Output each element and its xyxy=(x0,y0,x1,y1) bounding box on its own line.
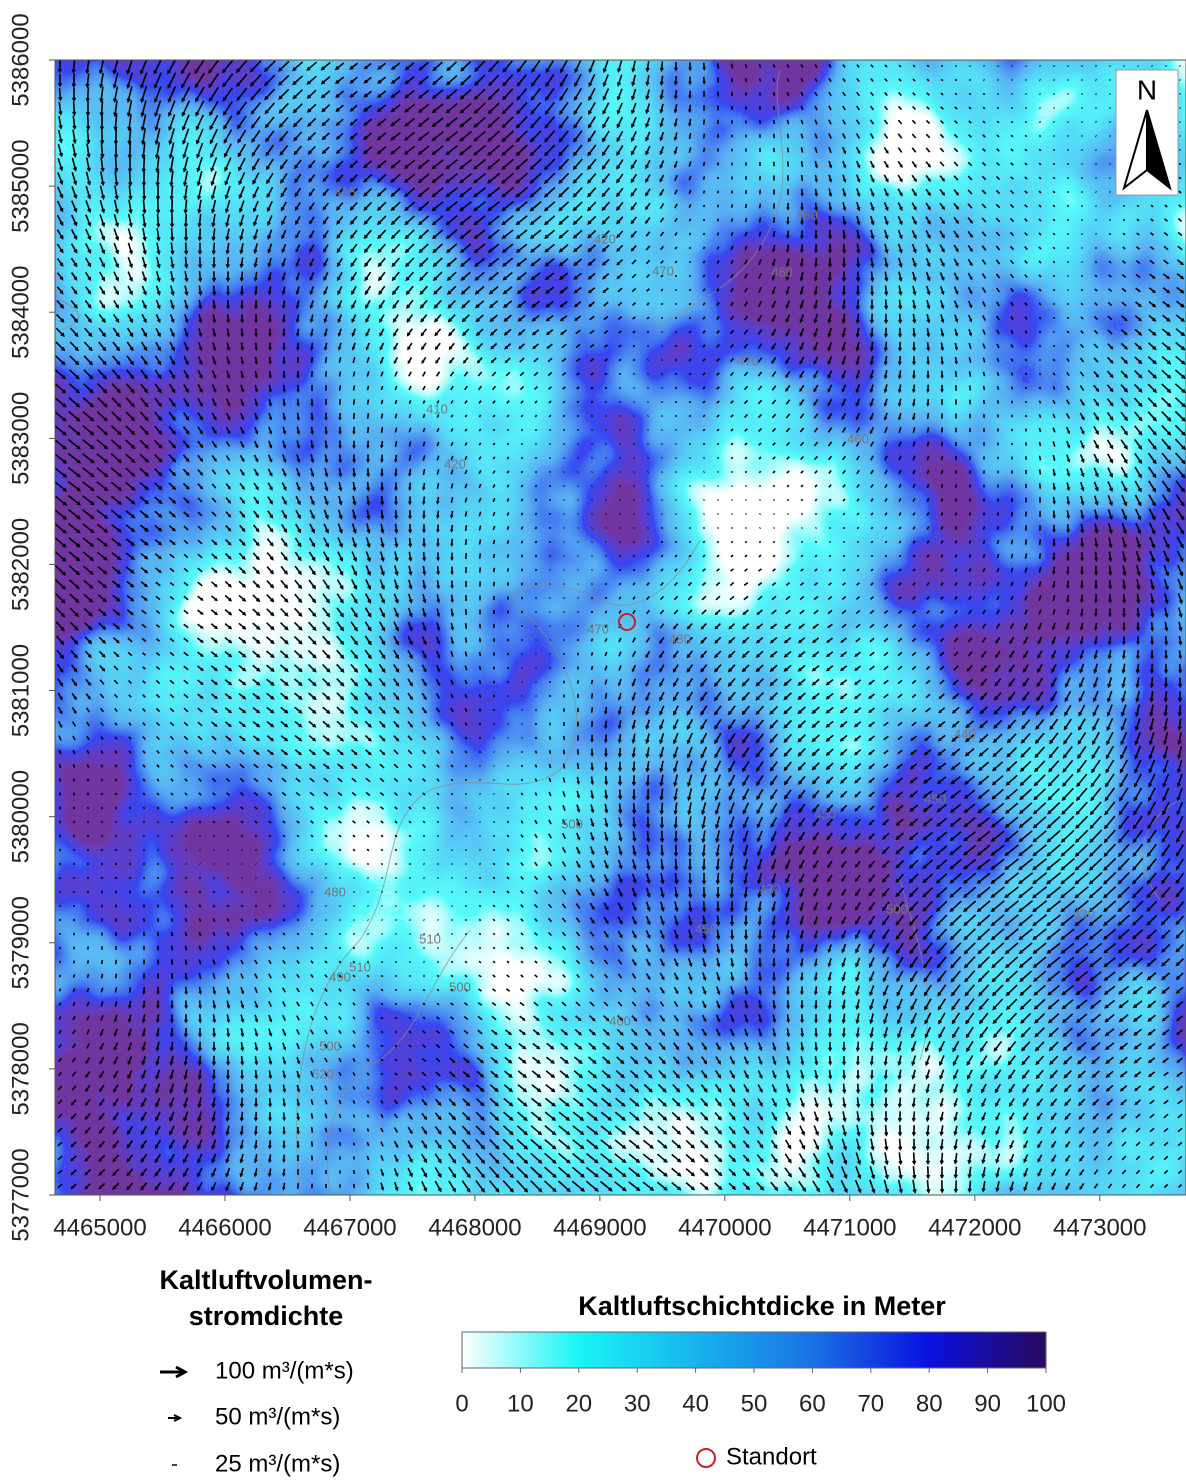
flow-legend-entry: 25 m³/(m*s) xyxy=(215,1450,340,1477)
contour-label: 470 xyxy=(737,353,759,368)
map-area: 415 420 410 420 470 480 480 470 460 470 480 500 480 5… xyxy=(55,60,1186,1195)
contour-label: 480 xyxy=(771,264,793,279)
flow-legend-entry: 100 m³/(m*s) xyxy=(215,1357,354,1384)
contour-label: 440 xyxy=(954,726,976,741)
x-tick-label: 4467000 xyxy=(303,1214,396,1241)
contour-label: 450 xyxy=(695,921,717,936)
colorbar-tick-label: 50 xyxy=(741,1390,768,1417)
y-tick-label: 5380000 xyxy=(7,770,34,863)
y-tick-label: 5379000 xyxy=(7,896,34,989)
colorbar-tick-label: 60 xyxy=(799,1390,826,1417)
flow-legend-title: stromdichte xyxy=(189,1301,344,1331)
site-legend-marker xyxy=(696,1448,716,1468)
site-marker xyxy=(618,613,636,631)
y-tick-label: 5386000 xyxy=(7,13,34,106)
x-tick-label: 4470000 xyxy=(678,1214,771,1241)
contour-label: 420 xyxy=(594,231,616,246)
colorbar-tick-label: 80 xyxy=(916,1390,943,1417)
contour-label: 470 xyxy=(652,263,674,278)
contour-label: 430 xyxy=(1073,906,1095,921)
contour-label: 510 xyxy=(349,959,371,974)
y-tick-label: 5381000 xyxy=(7,644,34,737)
x-tick-label: 4468000 xyxy=(428,1214,521,1241)
north-arrow: N xyxy=(1115,69,1179,196)
contour-label: 480 xyxy=(669,631,691,646)
site-legend-label: Standort xyxy=(726,1443,817,1470)
axes: 4465000 4466000 4467000 4468000 4469000 44700… xyxy=(7,13,1146,1241)
colorbar-tick-label: 0 xyxy=(455,1390,468,1417)
colorbar-tick-label: 90 xyxy=(974,1390,1001,1417)
contour-label: 450 xyxy=(814,806,836,821)
x-tick-label: 4471000 xyxy=(803,1214,896,1241)
y-tick-label: 5382000 xyxy=(7,518,34,611)
colorbar: Kaltluftschichtdicke in Meter 0 10 20 30 40 5… xyxy=(455,1291,1066,1417)
colorbar-ramp xyxy=(461,1331,1047,1369)
map-frame xyxy=(54,59,1186,1196)
x-tick-label: 4469000 xyxy=(553,1214,646,1241)
y-tick-label: 5377000 xyxy=(7,1148,34,1241)
contour-label: 470 xyxy=(587,621,609,636)
north-label: N xyxy=(1137,74,1157,105)
contour-label: 460 xyxy=(847,431,869,446)
contour-label: 500 xyxy=(886,901,908,916)
contour-label: 520 xyxy=(312,1066,334,1081)
contour-label: 510 xyxy=(419,931,441,946)
contour-label: 500 xyxy=(561,816,583,831)
x-tick-label: 4465000 xyxy=(53,1214,146,1241)
y-tick-label: 5384000 xyxy=(7,266,34,359)
colorbar-tick-label: 40 xyxy=(682,1390,709,1417)
colorbar-tick-label: 70 xyxy=(857,1390,884,1417)
contour-label: 415 xyxy=(334,184,356,199)
colorbar-tick-label: 20 xyxy=(565,1390,592,1417)
contour-label: 410 xyxy=(426,401,448,416)
x-tick-label: 4472000 xyxy=(928,1214,1021,1241)
contour-label: 460 xyxy=(609,1013,631,1028)
contour-lines xyxy=(59,69,1181,1195)
colorbar-tick-label: 30 xyxy=(624,1390,651,1417)
y-tick-label: 5378000 xyxy=(7,1022,34,1115)
colorbar-title: Kaltluftschichtdicke in Meter xyxy=(578,1291,946,1321)
flow-arrows xyxy=(55,60,1186,1194)
contour-label: 500 xyxy=(319,1038,341,1053)
contour-label: 420 xyxy=(444,456,466,471)
colorbar-tick-label: 10 xyxy=(507,1390,534,1417)
y-tick-label: 5385000 xyxy=(7,139,34,232)
contour-label: 480 xyxy=(324,884,346,899)
contour-labels: 415 420 410 420 470 480 480 470 460 470 480 500 480 5… xyxy=(312,184,1095,1081)
colorbar-tick-label: 100 xyxy=(1026,1390,1066,1417)
flow-legend-title: Kaltluftvolumen- xyxy=(160,1265,373,1295)
contour-label: 450 xyxy=(924,791,946,806)
north-arrow-right xyxy=(1146,109,1172,191)
flow-legend: Kaltluftvolumen- stromdichte 100 m³/(m*s… xyxy=(160,1265,373,1477)
contour-label: 430 xyxy=(759,881,781,896)
legend-arrow xyxy=(168,1414,183,1422)
x-tick-label: 4466000 xyxy=(178,1214,271,1241)
y-tick-label: 5383000 xyxy=(7,392,34,485)
contour-label: 480 xyxy=(796,207,818,222)
contour-label: 490 xyxy=(329,969,351,984)
contour-label: 500 xyxy=(449,979,471,994)
flow-legend-entry: 50 m³/(m*s) xyxy=(215,1403,340,1430)
x-tick-label: 4473000 xyxy=(1053,1214,1146,1241)
site-legend: Standort xyxy=(696,1443,817,1470)
legend-arrow xyxy=(160,1365,189,1379)
